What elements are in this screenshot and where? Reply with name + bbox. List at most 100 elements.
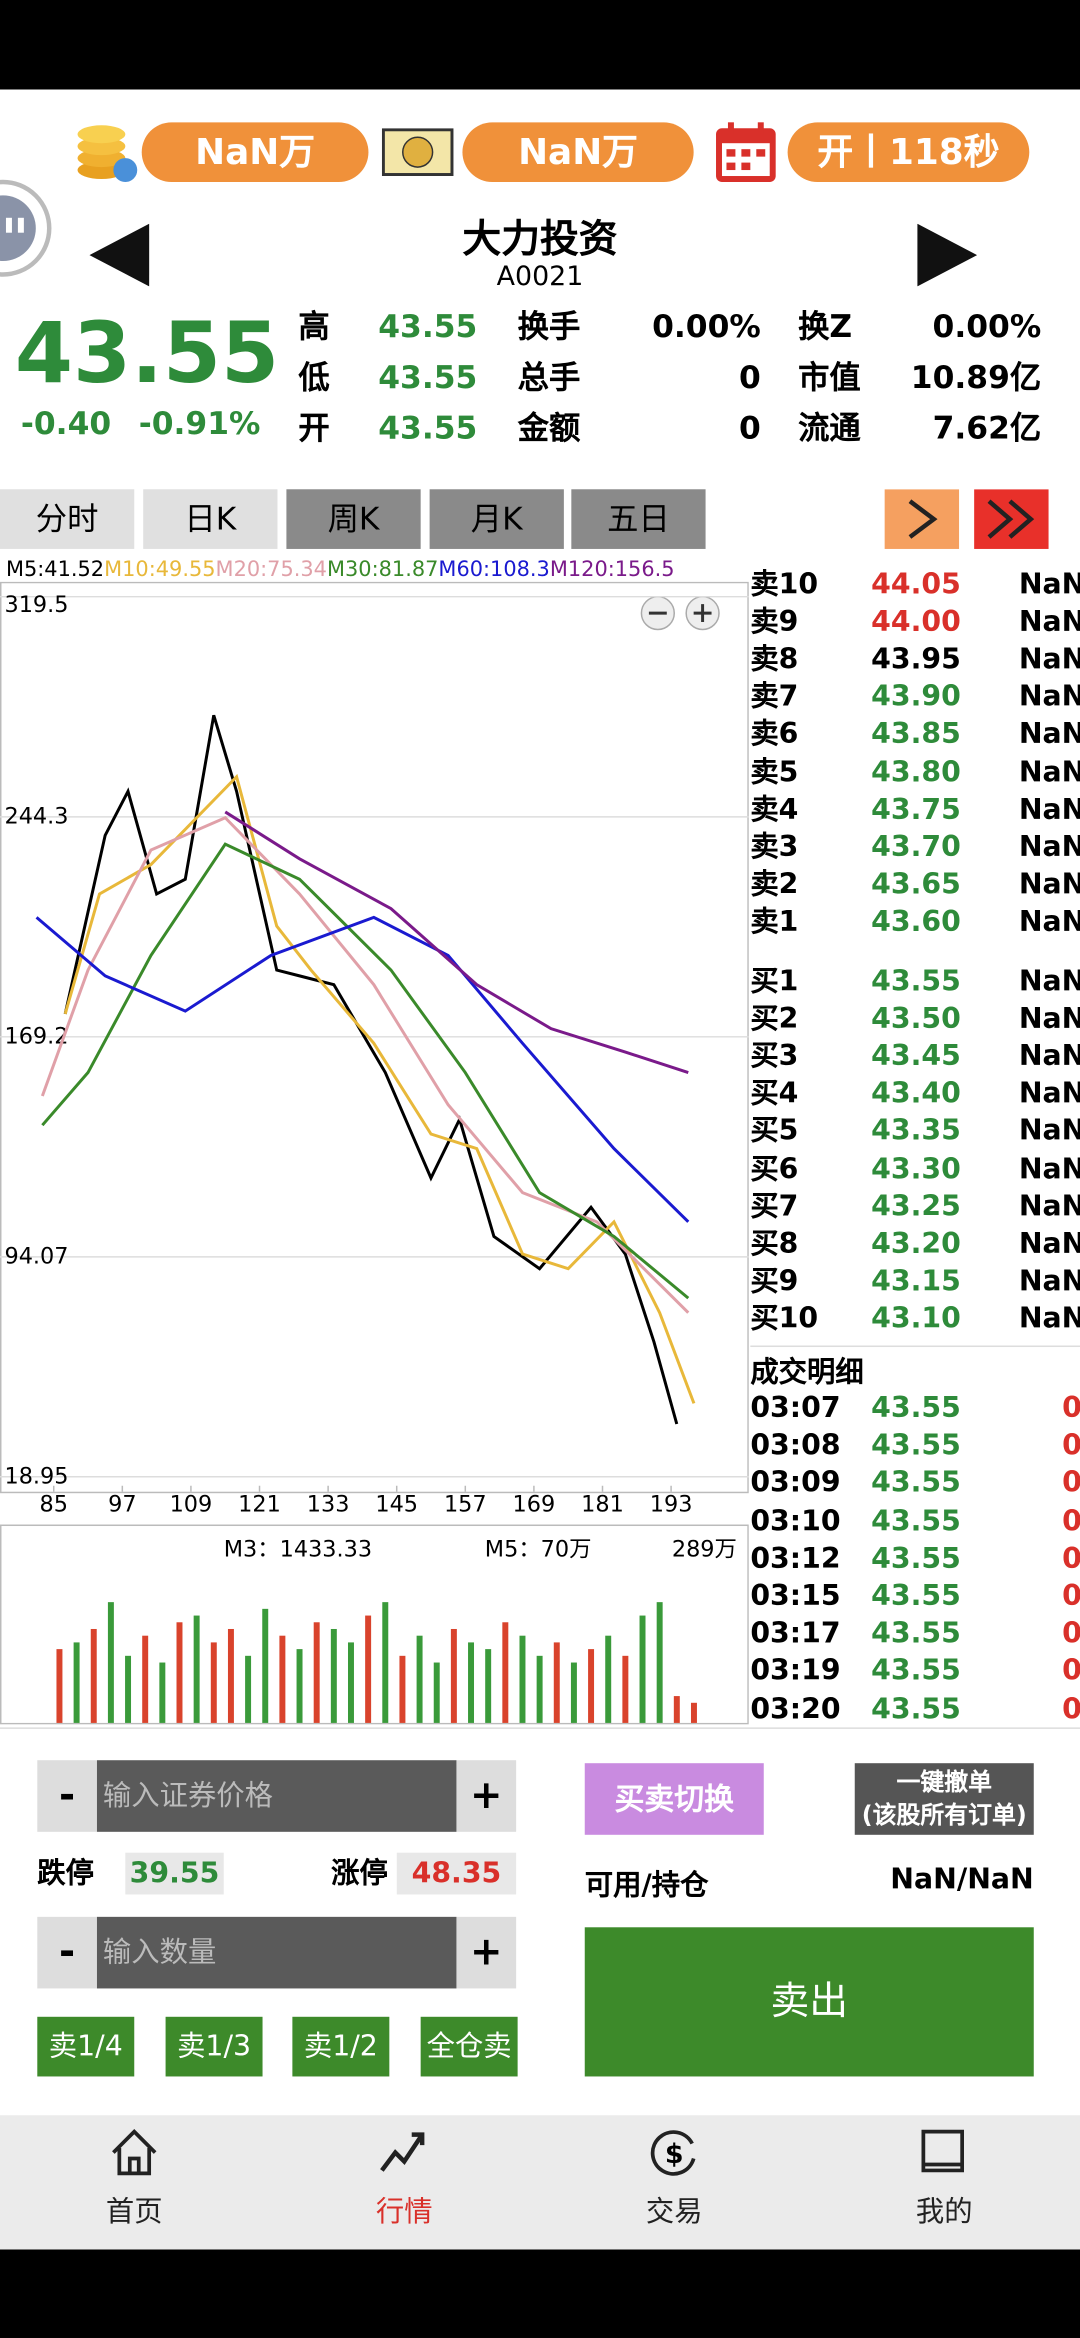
price: 43.55 — [14, 305, 280, 403]
legend-entry: M120:156.5 — [549, 557, 675, 582]
price-input[interactable]: 输入证券价格 — [96, 1760, 457, 1832]
trade-qty: 0 — [1062, 1466, 1080, 1500]
volume-bar — [227, 1628, 234, 1723]
tab-bar — [0, 2115, 1080, 2250]
level-volume: NaN — [1018, 965, 1080, 998]
limit-down: 39.55 — [125, 1852, 224, 1895]
level-price: 43.35 — [871, 1114, 961, 1148]
limit-down-label: 跌停 — [37, 1857, 95, 1890]
volume-bar — [433, 1662, 440, 1723]
badge: NaN万 — [462, 122, 694, 182]
status-bar — [0, 0, 1080, 90]
volume-chart: 289万 M3：1433.33 M5：70万 — [0, 1524, 749, 1725]
level-label: 卖8 — [750, 643, 799, 677]
minus-button[interactable]: - — [37, 1916, 97, 1989]
level-label: 买8 — [750, 1227, 799, 1261]
last-period-button[interactable] — [974, 489, 1049, 549]
volume-bar — [690, 1702, 697, 1723]
indicator-legend: M5:41.52M10:49.55M20:75.34M30:81.87M60:1… — [6, 558, 675, 582]
level-volume: NaN — [1018, 1077, 1080, 1111]
trade-qty: 0 — [1062, 1391, 1080, 1425]
legend-entry: M10:49.55 — [104, 557, 216, 582]
ma-line — [63, 714, 679, 1425]
zoom-out[interactable] — [640, 595, 675, 631]
legend-entry: M5:41.52 — [5, 557, 105, 582]
x-tick-label: 157 — [444, 1492, 487, 1518]
volume-bar — [279, 1635, 286, 1723]
trade-qty: 0 — [1062, 1692, 1080, 1726]
sell-ratio-button[interactable]: 卖1/4 — [37, 2016, 135, 2077]
bill-icon — [381, 128, 454, 177]
float-button[interactable] — [0, 176, 54, 280]
position: NaN/NaN — [890, 1863, 1034, 1896]
level-volume: NaN — [1018, 1264, 1080, 1298]
trade-price: 43.55 — [871, 1429, 961, 1463]
plus-button[interactable]: + — [456, 1760, 517, 1832]
prev-button[interactable] — [89, 223, 153, 287]
trade-price: 43.55 — [871, 1504, 961, 1538]
period-tab[interactable]: 月K — [429, 489, 564, 549]
level-price: 43.30 — [871, 1152, 961, 1186]
trade-time: 03:10 — [750, 1504, 841, 1538]
level-volume: NaN — [1018, 568, 1080, 602]
volume-bar — [605, 1635, 612, 1723]
trade-time: 03:20 — [750, 1692, 841, 1726]
trade-time: 03:15 — [750, 1579, 841, 1613]
stat-value: 10.89亿 — [910, 359, 1042, 396]
plus-button[interactable]: + — [456, 1916, 517, 1989]
level-volume: NaN — [1018, 718, 1080, 751]
level-volume: NaN — [1018, 1040, 1080, 1073]
trade-qty: 0 — [1062, 1504, 1080, 1538]
sell-ratio-button[interactable]: 卖1/3 — [165, 2016, 263, 2077]
period-tab[interactable]: 日K — [143, 489, 278, 549]
sell-ratio-button[interactable]: 卖1/2 — [292, 2016, 390, 2077]
nav-item[interactable]: 首页 — [105, 2195, 163, 2229]
volume-bar — [262, 1608, 269, 1723]
ma-line — [63, 773, 696, 1404]
sell-ratio-button[interactable]: 全仓卖 — [420, 2016, 518, 2077]
level-label: 买5 — [750, 1114, 799, 1148]
volume-bar — [588, 1649, 595, 1723]
x-tick-label: 181 — [581, 1492, 624, 1518]
zoom-in[interactable] — [685, 595, 720, 631]
x-tick-label: 109 — [170, 1492, 213, 1518]
minus-button[interactable]: - — [37, 1760, 97, 1832]
quantity-input[interactable]: 输入数量 — [96, 1916, 457, 1989]
nav-item[interactable]: 行情 — [375, 2195, 433, 2229]
stat-value: 0.00% — [932, 308, 1042, 345]
trade-time: 03:08 — [750, 1429, 841, 1463]
badge: NaN万 — [141, 122, 369, 182]
indicator-label: M5：70万 — [485, 1536, 592, 1562]
cancel-note: (该股所有订单) — [861, 1800, 1027, 1829]
sell-submit[interactable]: 卖出 — [584, 1927, 1034, 2077]
kline-chart: 319.5 244.3 169.2 94.07 18.95 85 97 109 121 133 14… — [0, 581, 749, 1518]
volume-bar — [570, 1662, 577, 1723]
volume-bar — [313, 1622, 320, 1723]
nav-item[interactable]: 我的 — [915, 2195, 973, 2229]
volume-bar — [382, 1602, 389, 1723]
level-label: 卖3 — [750, 830, 799, 864]
limit-up-label: 涨停 — [331, 1857, 388, 1890]
limit-up: 48.35 — [396, 1852, 517, 1895]
cancel-button[interactable]: 一键撤单 (该股所有订单) — [854, 1763, 1034, 1835]
period-tab[interactable]: 分时 — [0, 489, 135, 549]
period-tab[interactable]: 五日 — [571, 489, 706, 549]
volume-bar — [296, 1649, 303, 1723]
stock-name: 大力投资 — [462, 217, 618, 263]
period-tab[interactable]: 周K — [286, 489, 421, 549]
next-button[interactable] — [914, 223, 978, 287]
level-price: 43.70 — [871, 830, 961, 864]
level-label: 卖5 — [750, 755, 799, 789]
level-label: 卖4 — [750, 792, 799, 826]
volume-bar — [330, 1628, 337, 1723]
level-label: 买10 — [750, 1302, 819, 1335]
nav-item[interactable]: 交易 — [645, 2195, 703, 2229]
trade-price: 43.55 — [871, 1617, 961, 1651]
level-label: 买1 — [750, 965, 799, 998]
level-label: 卖1 — [750, 905, 799, 939]
stat-value: 0.00% — [652, 308, 761, 345]
switch-button[interactable]: 买卖切换 — [584, 1763, 764, 1835]
next-period-button[interactable] — [884, 489, 960, 549]
volume-bar — [193, 1615, 200, 1723]
